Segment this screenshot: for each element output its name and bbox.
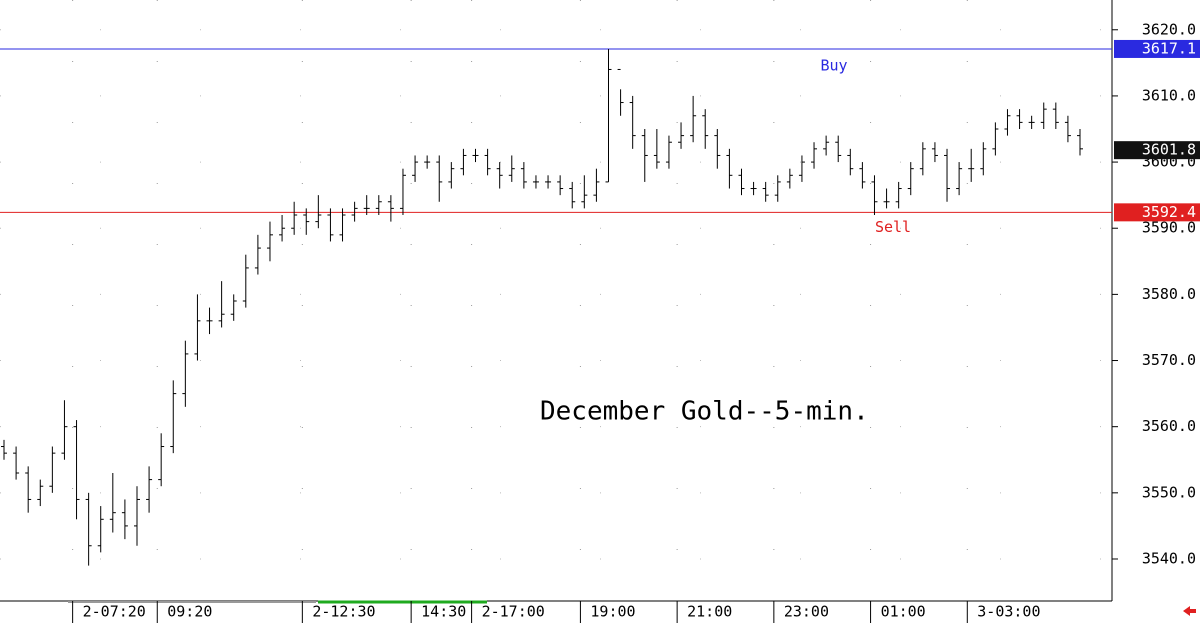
x-tick-label: 19:00 <box>590 603 635 621</box>
last-price-tag <box>1114 141 1200 160</box>
x-tick-label: 2-07:20 <box>83 603 146 621</box>
x-tick-label: 09:20 <box>167 603 212 621</box>
y-tick-label: 3620.0 <box>1142 20 1196 38</box>
chart-title: December Gold--5-min. <box>540 397 869 427</box>
level-tag <box>1114 203 1200 222</box>
x-tick-label: 21:00 <box>687 603 732 621</box>
x-tick-label: 23:00 <box>784 603 829 621</box>
x-tick-label: 3-03:00 <box>977 603 1040 621</box>
level-value: 3592.4 <box>1142 203 1196 221</box>
level-value: 3617.1 <box>1142 39 1196 57</box>
x-tick-label: 2-12:30 <box>312 603 375 621</box>
x-tick-label: 14:30 <box>421 603 466 621</box>
y-tick-label: 3570.0 <box>1142 351 1196 369</box>
x-tick-label: 01:00 <box>881 603 926 621</box>
level-tag <box>1114 39 1200 58</box>
y-tick-label: 3590.0 <box>1142 219 1196 237</box>
y-tick-label: 3550.0 <box>1142 483 1196 501</box>
scroll-arrow[interactable] <box>1183 606 1196 616</box>
level-name: Sell <box>875 218 911 236</box>
x-tick-label: 2-17:00 <box>482 603 545 621</box>
y-tick-label: 3560.0 <box>1142 417 1196 435</box>
x-axis-strip <box>0 601 1200 623</box>
y-tick-label: 3540.0 <box>1142 549 1196 567</box>
y-tick-label: 3610.0 <box>1142 86 1196 104</box>
level-name: Buy <box>820 56 847 74</box>
y-tick-label: 3580.0 <box>1142 285 1196 303</box>
last-price: 3601.8 <box>1142 141 1196 159</box>
